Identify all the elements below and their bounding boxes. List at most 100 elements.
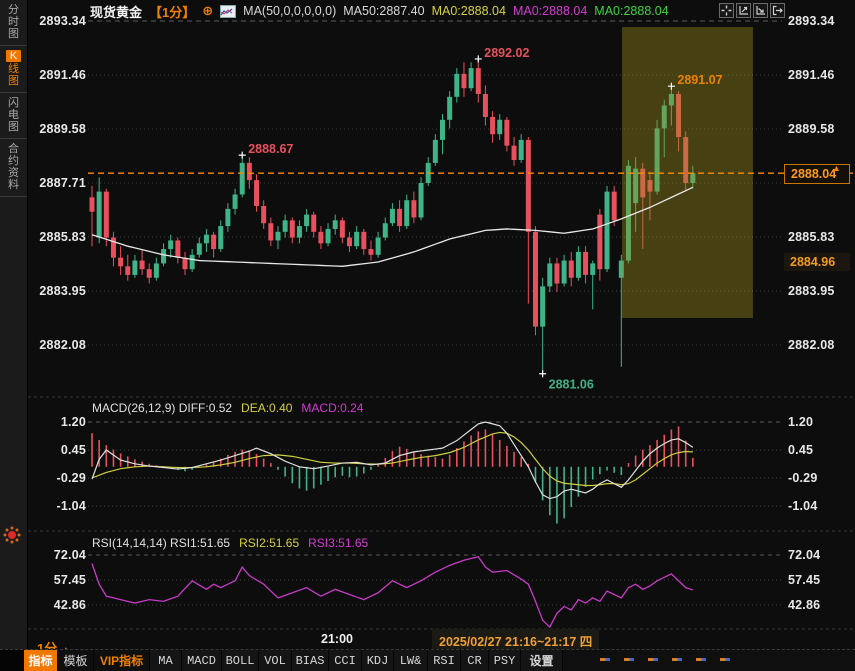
candle[interactable] xyxy=(332,220,338,229)
candle[interactable] xyxy=(182,257,188,270)
toolbar-tab-MACD[interactable]: MACD xyxy=(182,650,222,671)
candle[interactable] xyxy=(218,226,224,250)
candle[interactable] xyxy=(203,234,209,244)
candle[interactable] xyxy=(554,263,560,284)
candle[interactable] xyxy=(532,231,538,327)
toolbar-tab-指标[interactable]: 指标 xyxy=(24,650,58,671)
sidebar-tab-0[interactable]: 分时图 xyxy=(0,0,27,46)
toolbar-tab-BIAS[interactable]: BIAS xyxy=(292,650,329,671)
toolbar-tab-CR[interactable]: CR xyxy=(461,650,489,671)
candle[interactable] xyxy=(311,214,317,232)
candle[interactable] xyxy=(583,251,589,275)
candle[interactable] xyxy=(118,257,124,267)
candle[interactable] xyxy=(504,119,510,146)
candle[interactable] xyxy=(411,200,417,218)
candle[interactable] xyxy=(225,208,231,227)
candle[interactable] xyxy=(475,68,481,94)
candle[interactable] xyxy=(103,191,109,238)
candle[interactable] xyxy=(683,137,689,183)
candle[interactable] xyxy=(246,162,252,181)
candle[interactable] xyxy=(525,139,531,232)
candle[interactable] xyxy=(468,68,474,89)
candle[interactable] xyxy=(625,165,631,261)
candle[interactable] xyxy=(668,93,674,106)
candle[interactable] xyxy=(132,260,138,275)
candle[interactable] xyxy=(153,263,159,278)
candle[interactable] xyxy=(447,96,453,120)
candle[interactable] xyxy=(304,214,310,227)
candle[interactable] xyxy=(597,214,603,270)
candle[interactable] xyxy=(461,73,467,89)
candle[interactable] xyxy=(189,254,195,270)
candle[interactable] xyxy=(161,249,167,264)
candle[interactable] xyxy=(568,260,574,278)
candle[interactable] xyxy=(540,286,546,327)
axis-scale-right-icon[interactable] xyxy=(736,3,751,18)
candle[interactable] xyxy=(404,200,410,227)
candle[interactable] xyxy=(490,116,496,135)
candle[interactable] xyxy=(347,237,353,247)
toolbar-tab-设置[interactable]: 设置 xyxy=(521,650,563,671)
crosshair-icon[interactable] xyxy=(719,3,734,18)
candle[interactable] xyxy=(590,263,596,275)
chart-style-icon[interactable] xyxy=(220,4,237,18)
candle[interactable] xyxy=(661,105,667,129)
candle[interactable] xyxy=(318,231,324,244)
candle[interactable] xyxy=(261,205,267,224)
candle[interactable] xyxy=(604,191,610,270)
candle[interactable] xyxy=(354,231,360,247)
alert-dot-icon[interactable] xyxy=(8,531,16,539)
candle[interactable] xyxy=(432,139,438,163)
toolbar-tab-VIP指标[interactable]: VIP指标 xyxy=(94,650,150,671)
candle[interactable] xyxy=(96,191,102,238)
candle[interactable] xyxy=(89,197,95,212)
candle[interactable] xyxy=(439,119,445,140)
candle[interactable] xyxy=(282,220,288,232)
toolbar-tab-MA[interactable]: MA xyxy=(150,650,182,671)
candle[interactable] xyxy=(239,162,245,195)
axis-scale-left-icon[interactable] xyxy=(753,3,768,18)
candle[interactable] xyxy=(125,266,131,275)
candle[interactable] xyxy=(296,226,302,238)
candle[interactable] xyxy=(497,119,503,135)
candle[interactable] xyxy=(196,243,202,255)
candle[interactable] xyxy=(268,223,274,241)
candle[interactable] xyxy=(339,220,345,238)
toolbar-tab-模板[interactable]: 模板 xyxy=(58,650,94,671)
candle[interactable] xyxy=(454,73,460,97)
candle[interactable] xyxy=(654,128,660,192)
candle[interactable] xyxy=(633,168,639,204)
candle[interactable] xyxy=(575,251,581,278)
candle[interactable] xyxy=(254,180,260,206)
toolbar-tab-RSI[interactable]: RSI xyxy=(428,650,461,671)
candle[interactable] xyxy=(640,168,646,198)
candle[interactable] xyxy=(382,223,388,238)
candle[interactable] xyxy=(518,139,524,161)
candle[interactable] xyxy=(511,145,517,161)
candle[interactable] xyxy=(547,263,553,287)
candle[interactable] xyxy=(676,93,682,138)
candle[interactable] xyxy=(561,260,567,284)
toolbar-tab-PSY[interactable]: PSY xyxy=(489,650,521,671)
candle[interactable] xyxy=(146,269,152,278)
sidebar-tab-3[interactable]: 合约资料 xyxy=(0,139,27,197)
candle[interactable] xyxy=(168,240,174,250)
toolbar-tab-LW&[interactable]: LW& xyxy=(394,650,428,671)
candle[interactable] xyxy=(418,183,424,218)
toolbar-tab-VOL[interactable]: VOL xyxy=(259,650,292,671)
candle[interactable] xyxy=(361,231,367,250)
export-window-icon[interactable] xyxy=(770,3,785,18)
candle[interactable] xyxy=(375,237,381,255)
candle[interactable] xyxy=(389,208,395,224)
candle[interactable] xyxy=(325,228,331,244)
candle[interactable] xyxy=(175,240,181,258)
toolbar-tab-KDJ[interactable]: KDJ xyxy=(362,650,394,671)
candle[interactable] xyxy=(139,260,145,270)
candle[interactable] xyxy=(482,93,488,117)
toolbar-tab-BOLL[interactable]: BOLL xyxy=(222,650,259,671)
candle[interactable] xyxy=(647,180,653,192)
candle[interactable] xyxy=(232,194,238,209)
add-indicator-icon[interactable]: ⊕ xyxy=(202,3,214,18)
sidebar-tab-2[interactable]: 闪电图 xyxy=(0,93,27,139)
candle[interactable] xyxy=(611,191,617,221)
